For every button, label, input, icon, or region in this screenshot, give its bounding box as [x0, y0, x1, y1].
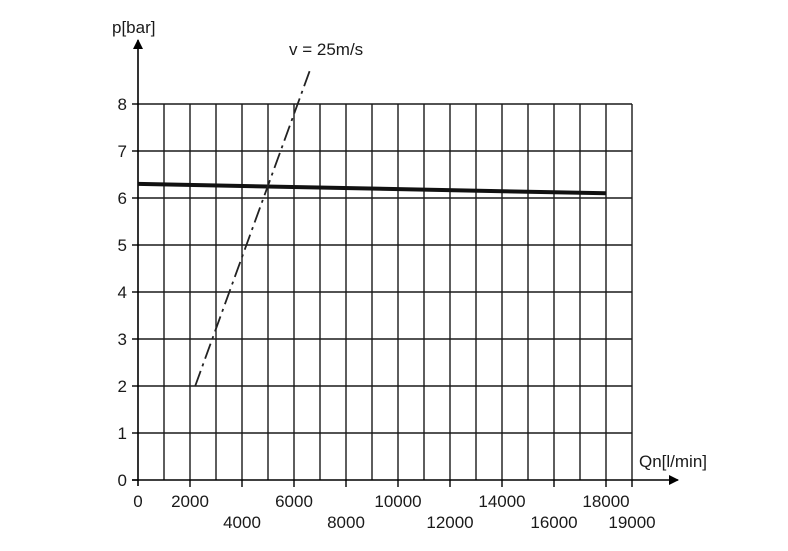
x-tick-label: 6000: [275, 492, 313, 511]
x-tick-label: 14000: [478, 492, 525, 511]
x-tick-label: 18000: [582, 492, 629, 511]
axes: [132, 39, 679, 486]
annotation-velocity: v = 25m/s: [289, 40, 363, 59]
x-tick-label: 0: [133, 492, 142, 511]
x-tick-label: 10000: [374, 492, 421, 511]
y-tick-label: 0: [118, 471, 127, 490]
y-tick-label: 2: [118, 377, 127, 396]
x-tick-label: 16000: [530, 513, 577, 532]
x-tick-label: 2000: [171, 492, 209, 511]
y-tick-label: 3: [118, 330, 127, 349]
y-tick-label: 5: [118, 236, 127, 255]
y-tick-label: 8: [118, 95, 127, 114]
y-tick-label: 1: [118, 424, 127, 443]
velocity-line: [194, 70, 311, 387]
y-tick-label: 4: [118, 283, 127, 302]
x-tick-label: 8000: [327, 513, 365, 532]
x-tick-label: 12000: [426, 513, 473, 532]
ticks: 0 1 2 3 4 5 6 7 8 0 2000 4000 6000 8000 10000 12000 1400…: [118, 95, 656, 532]
x-axis-label: Qn[l/min]: [639, 452, 707, 471]
y-tick-label: 7: [118, 142, 127, 161]
grid: [138, 103, 633, 480]
y-axis-label: p[bar]: [112, 18, 155, 37]
pressure-line: [137, 181, 607, 196]
series: [137, 70, 607, 387]
x-tick-label: 4000: [223, 513, 261, 532]
y-tick-label: 6: [118, 189, 127, 208]
x-tick-label: 19000: [608, 513, 655, 532]
